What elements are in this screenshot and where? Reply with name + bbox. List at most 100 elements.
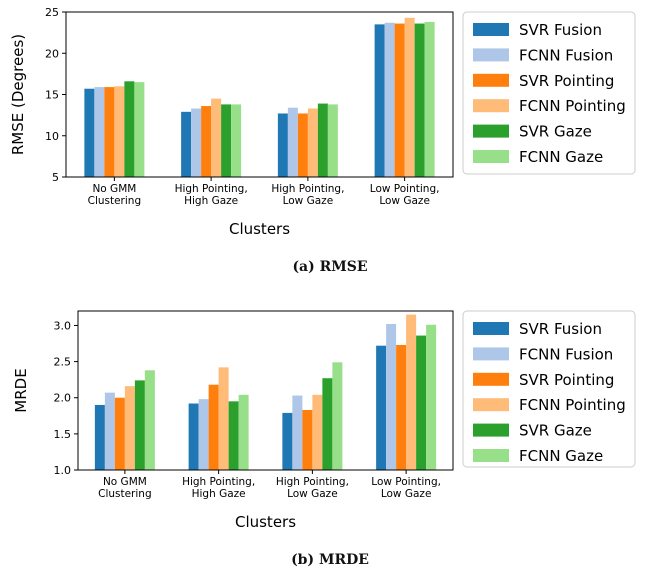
mrde-bar [376, 345, 387, 470]
rmse-xtick-label: High Pointing, Low Gaze [271, 183, 344, 207]
rmse-ytick-label: 25 [45, 6, 59, 19]
rmse-ytick-label: 10 [45, 130, 59, 143]
rmse-bar [374, 24, 385, 177]
rmse-legend-swatch [473, 99, 509, 113]
rmse-bar [104, 87, 115, 177]
mrde-legend-swatch [473, 398, 509, 412]
rmse-legend-label: FCNN Fusion [519, 46, 613, 64]
mrde-bar [332, 362, 343, 470]
mrde-xtick-label-line: High Gaze [192, 488, 246, 500]
rmse-bar [317, 103, 328, 177]
mrde-bar [386, 324, 397, 470]
rmse-bar [134, 82, 145, 177]
mrde-bar [426, 324, 437, 470]
mrde-xtick-label: High Pointing, Low Gaze [276, 476, 349, 500]
rmse-bar [201, 106, 212, 177]
mrde-legend-label: FCNN Gaze [519, 447, 603, 465]
mrde-bar [188, 403, 199, 470]
mrde-bar [134, 380, 145, 470]
rmse-bar [181, 111, 192, 177]
mrde-bar [208, 384, 219, 470]
rmse-legend-label: FCNN Pointing [519, 97, 626, 115]
mrde-legend-label: SVR Fusion [519, 320, 602, 338]
rmse-ytick-label: 15 [45, 89, 59, 102]
mrde-bar [144, 370, 155, 470]
mrde-legend-swatch [473, 449, 509, 462]
mrde-bar [198, 399, 209, 470]
rmse-bar [114, 86, 125, 177]
mrde-bar [104, 392, 115, 470]
rmse-xtick-label-line: Low Gaze [283, 195, 334, 207]
rmse-bar [384, 22, 395, 177]
mrde-bar [302, 410, 313, 470]
rmse-bar [287, 107, 298, 177]
mrde-xtick-label-line: High Pointing, [276, 476, 349, 488]
mrde-legend-label: FCNN Fusion [519, 345, 613, 363]
mrde-ylabel: MRDE [12, 368, 30, 412]
mrde-legend-swatch [473, 347, 509, 361]
rmse-ylabel: RMSE (Degrees) [9, 34, 27, 155]
mrde-chart: 1.0 1.5 2.0 2.5 3.0 No GMM Clustering High Poin… [12, 310, 636, 531]
rmse-legend-swatch [473, 23, 509, 36]
rmse-xlabel: Clusters [229, 220, 290, 238]
mrde-xtick-label: High Pointing, High Gaze [182, 476, 255, 500]
mrde-bar [228, 401, 239, 470]
mrde-ytick-label: 2.0 [54, 392, 72, 405]
rmse-bar [327, 104, 338, 177]
rmse-legend-label: FCNN Gaze [519, 148, 603, 166]
rmse-bar [94, 87, 105, 177]
mrde-xtick-label-line: High Pointing, [182, 476, 255, 488]
rmse-xtick-label-line: Low Pointing, [370, 183, 440, 195]
rmse-bar [211, 98, 222, 177]
mrde-ytick-label: 2.5 [54, 356, 72, 369]
rmse-bar [191, 108, 202, 177]
mrde-ytick-label: 1.5 [54, 428, 72, 441]
mrde-bar [396, 344, 407, 470]
mrde-bar [416, 335, 427, 470]
rmse-xtick-label-line: No GMM [92, 183, 136, 195]
rmse-xtick-label: Low Pointing, Low Gaze [370, 183, 440, 207]
rmse-bar [221, 104, 232, 177]
mrde-bar [238, 394, 249, 470]
rmse-xtick-label-line: High Gaze [184, 195, 238, 207]
rmse-bar [297, 113, 308, 177]
mrde-legend-label: FCNN Pointing [519, 396, 626, 414]
rmse-xtick-label-line: Clustering [88, 195, 142, 207]
rmse-xtick-label-line: High Pointing, [175, 183, 248, 195]
mrde-xtick-label: Low Pointing, Low Gaze [371, 476, 441, 500]
mrde-legend-swatch [473, 322, 509, 335]
rmse-bar [404, 17, 415, 178]
rmse-legend-label: SVR Pointing [519, 72, 614, 90]
mrde-bar [114, 397, 125, 470]
rmse-xtick-label-line: Low Gaze [379, 195, 430, 207]
rmse-legend-label: SVR Gaze [519, 123, 592, 141]
mrde-xtick-label-line: Low Gaze [287, 488, 338, 500]
caption-rmse: (a) RMSE [292, 259, 368, 275]
mrde-ytick-label: 1.0 [54, 464, 72, 477]
rmse-legend-swatch [473, 48, 509, 62]
rmse-legend-swatch [473, 150, 509, 163]
rmse-bar [394, 23, 405, 177]
mrde-bar [282, 412, 293, 470]
mrde-legend-label: SVR Pointing [519, 371, 614, 389]
mrde-bar [94, 404, 105, 470]
rmse-bar [124, 81, 135, 177]
rmse-xtick-label: No GMM Clustering [88, 183, 142, 207]
mrde-xtick-label-line: No GMM [103, 476, 147, 488]
mrde-xtick-label-line: Clustering [98, 488, 152, 500]
rmse-bar [307, 108, 318, 177]
rmse-bar [231, 104, 242, 177]
rmse-legend-swatch [473, 73, 509, 87]
rmse-ytick-label: 20 [45, 47, 59, 60]
rmse-xtick-label-line: High Pointing, [271, 183, 344, 195]
mrde-xtick-label: No GMM Clustering [98, 476, 152, 500]
mrde-xtick-label-line: Low Pointing, [371, 476, 441, 488]
rmse-legend-label: SVR Fusion [519, 21, 602, 39]
rmse-bar [84, 88, 95, 177]
mrde-legend-swatch [473, 372, 509, 386]
mrde-xtick-label-line: Low Gaze [381, 488, 432, 500]
rmse-xtick-label: High Pointing, High Gaze [175, 183, 248, 207]
mrde-bar [322, 378, 333, 470]
